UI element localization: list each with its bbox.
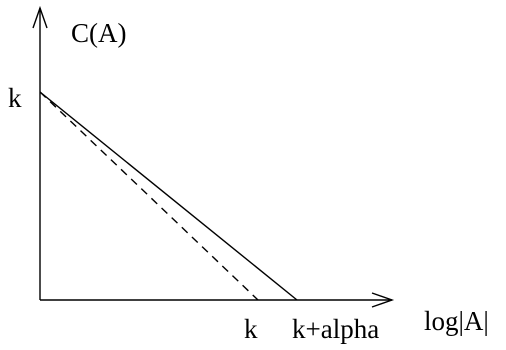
dashed-line [39, 91, 259, 301]
x-axis-arrowhead [371, 292, 395, 308]
y-axis-label: C(A) [71, 18, 127, 48]
x-tick-dashed-label: k [244, 314, 258, 344]
x-axis-label: log|A| [424, 306, 489, 336]
y-axis-arrowhead [32, 5, 48, 29]
solid-line [39, 91, 298, 301]
y-intercept-label: k [8, 83, 22, 113]
x-tick-solid-label: k+alpha [292, 314, 379, 344]
